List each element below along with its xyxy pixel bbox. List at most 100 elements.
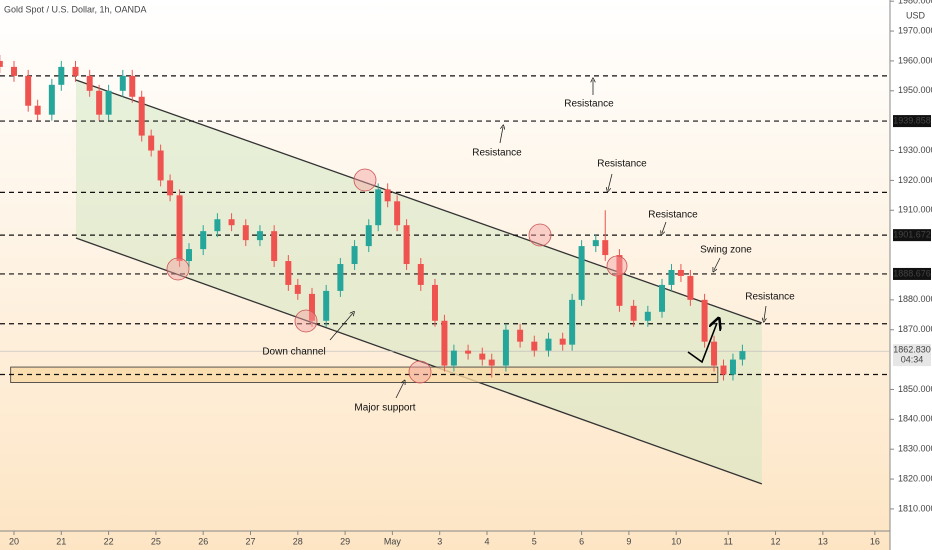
- x-tick-label: 6: [579, 536, 584, 546]
- candle-body: [58, 66, 65, 85]
- x-tick-label: 16: [870, 536, 880, 546]
- candle-body: [119, 75, 126, 91]
- x-tick-label: 13: [818, 536, 828, 546]
- candle-body: [394, 201, 401, 226]
- annotation: Down channel: [262, 347, 325, 358]
- candle-body: [441, 320, 448, 366]
- touch-circle: [408, 360, 432, 384]
- candle-body: [559, 338, 566, 345]
- candle-body: [72, 66, 79, 76]
- arrow: [608, 173, 613, 190]
- touch-circle: [353, 168, 377, 192]
- candle-body: [86, 75, 93, 91]
- candle-body: [384, 189, 391, 202]
- x-tick-label: 29: [340, 536, 350, 546]
- last-price-box: [893, 344, 931, 367]
- y-tick-label: 1970.000: [898, 25, 932, 35]
- x-tick-label: 20: [9, 536, 19, 546]
- candle-body: [0, 60, 3, 67]
- level-label-box: [893, 229, 931, 242]
- y-tick-label: 1980.000: [898, 0, 932, 6]
- annotations: [166, 80, 766, 399]
- arrow: [499, 127, 503, 144]
- annotation: Major support: [354, 403, 415, 414]
- touch-circle: [166, 257, 190, 281]
- touch-circle: [294, 309, 318, 333]
- currency: USD: [906, 10, 926, 20]
- candle-body: [687, 275, 694, 300]
- candle-body: [659, 284, 666, 312]
- y-tick-label: 1950.000: [898, 85, 932, 95]
- candle-body: [677, 269, 684, 276]
- level-label: 1939.858: [893, 115, 931, 125]
- x-tick-label: 27: [245, 536, 255, 546]
- last-price-label: 1862.830: [893, 345, 931, 355]
- candle-body: [167, 180, 174, 196]
- candle-body: [465, 350, 472, 354]
- y-tick-label: 1930.000: [898, 145, 932, 155]
- candle-body: [502, 329, 509, 366]
- x-tick-label: 21: [56, 536, 66, 546]
- candle-body: [48, 84, 55, 115]
- candle-body: [739, 351, 746, 360]
- arrow: [662, 221, 667, 233]
- candle-body: [701, 299, 708, 342]
- y-tick-label: 1920.000: [898, 175, 932, 185]
- candle-body: [96, 90, 103, 115]
- candle-body: [711, 341, 718, 366]
- candle-body: [157, 150, 164, 181]
- arrow: [329, 313, 353, 341]
- annotation: Resistance: [648, 210, 698, 221]
- candle-body: [630, 305, 637, 321]
- candle-body: [479, 353, 486, 360]
- touch-circle: [606, 255, 628, 277]
- candle-body: [11, 66, 18, 76]
- candle-body: [228, 219, 235, 226]
- x-tick-label: 5: [532, 536, 537, 546]
- candle-body: [105, 90, 112, 115]
- candle-body: [729, 359, 736, 375]
- level-label: 1901.672: [893, 230, 931, 240]
- candle-body: [365, 225, 372, 247]
- y-tick-label: 1840.000: [898, 414, 932, 424]
- candle-body: [450, 350, 457, 366]
- candle-body: [602, 240, 609, 256]
- touch-circle: [528, 223, 552, 247]
- candle-body: [337, 264, 344, 291]
- x-tick-label: 28: [293, 536, 303, 546]
- x-tick-label: 10: [671, 536, 681, 546]
- annotation: Resistance: [745, 292, 795, 303]
- candle-body: [403, 225, 410, 265]
- candle-body: [242, 225, 249, 241]
- y-tick-label: 1960.000: [898, 55, 932, 65]
- plot: [0, 54, 890, 485]
- level-label: 1888.676: [893, 268, 931, 278]
- annotation: Resistance: [564, 99, 614, 110]
- y-tick-label: 1880.000: [898, 294, 932, 304]
- x-tick-label: 11: [724, 536, 733, 546]
- candle-body: [256, 231, 263, 241]
- candle-body: [351, 246, 358, 265]
- candle-body: [34, 105, 41, 115]
- x-tick-label: 12: [771, 536, 781, 546]
- annotation: Swing zone: [700, 245, 752, 256]
- candle-body: [644, 311, 651, 321]
- level-label-box: [893, 115, 931, 128]
- candle-body: [668, 269, 675, 285]
- y-tick-label: 1870.000: [898, 324, 932, 334]
- candle-body: [186, 249, 193, 262]
- countdown: 04:34: [901, 355, 924, 365]
- annotation: Resistance: [472, 148, 522, 159]
- candle-body: [323, 290, 330, 321]
- candle-body: [616, 255, 623, 306]
- candle-body: [417, 264, 424, 285]
- candle-body: [308, 293, 315, 321]
- arrow: [395, 382, 404, 399]
- x-tick-label: 3: [437, 536, 442, 546]
- x-tick-label: 25: [151, 536, 161, 546]
- x-tick-label: 22: [104, 536, 114, 546]
- candle-body: [517, 329, 524, 342]
- y-tick-label: 1910.000: [898, 205, 932, 215]
